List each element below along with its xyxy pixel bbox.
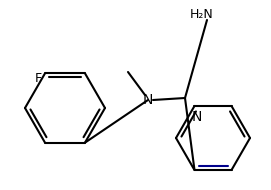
- Text: H₂N: H₂N: [190, 9, 214, 21]
- Text: N: N: [143, 93, 153, 107]
- Text: F: F: [34, 72, 41, 85]
- Text: N: N: [191, 110, 202, 124]
